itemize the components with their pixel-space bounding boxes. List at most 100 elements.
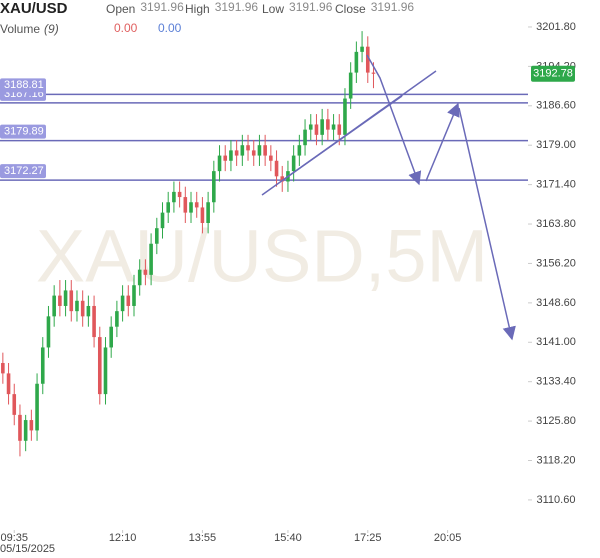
- candle-body: [46, 316, 51, 348]
- y-tick-label: 3125.80: [536, 415, 576, 427]
- candle-body: [58, 295, 62, 306]
- candle-body: [326, 119, 330, 130]
- candle-body: [371, 72, 376, 74]
- candle-body: [97, 337, 102, 395]
- level-label-box: [0, 78, 46, 93]
- candle-body: [103, 347, 108, 395]
- candle-body: [263, 145, 267, 156]
- candle-body: [194, 202, 199, 208]
- candle-body: [200, 207, 205, 223]
- candle-body: [251, 150, 256, 156]
- candle-body: [360, 46, 364, 52]
- header-value: 3191.96: [289, 0, 333, 14]
- candle-body: [160, 212, 165, 229]
- candle-body: [291, 155, 296, 172]
- level-label-box: [0, 164, 46, 179]
- candle-body: [120, 295, 125, 312]
- candle-body: [331, 124, 336, 130]
- trend-line: [282, 95, 403, 181]
- candle-body: [269, 155, 273, 161]
- candle-body: [155, 228, 159, 244]
- candle-body: [23, 420, 28, 441]
- volume-label: Volume: [0, 22, 40, 36]
- candle-body: [240, 145, 245, 156]
- candle-body: [75, 300, 79, 312]
- arrow: [458, 107, 516, 341]
- header-label: High: [185, 2, 210, 16]
- candle-body: [69, 290, 74, 312]
- candle-body: [337, 124, 342, 135]
- volume-value: 0.00: [158, 21, 182, 35]
- candle-body: [12, 394, 17, 415]
- arrow: [425, 102, 460, 182]
- arrow: [366, 54, 422, 186]
- x-tick-label: 12:10: [109, 532, 137, 544]
- level-label: 3172.27: [4, 165, 44, 177]
- level-label: 3179.89: [4, 125, 44, 137]
- candle-body: [280, 176, 285, 182]
- candle-body: [246, 145, 250, 151]
- candle-body: [212, 171, 216, 203]
- watermark: XAU/USD,5M: [36, 215, 488, 298]
- x-tick-label: 09:35: [0, 532, 28, 544]
- candle-body: [223, 155, 228, 161]
- header-label: Low: [262, 2, 284, 16]
- date-label: 05/15/2025: [0, 543, 55, 555]
- y-tick-label: 3201.80: [536, 21, 576, 33]
- candle-body: [40, 347, 45, 384]
- level-label-box: [0, 124, 46, 139]
- candle-body: [177, 191, 182, 198]
- candle-body: [1, 363, 5, 374]
- header-value: 3191.96: [371, 0, 415, 14]
- y-tick-label: 3141.00: [536, 336, 576, 348]
- symbol: XAU/USD: [0, 0, 68, 17]
- drawings: [261, 54, 516, 341]
- candle-body: [63, 290, 68, 306]
- y-tick-label: 3179.00: [536, 139, 576, 151]
- level-label: 3188.81: [4, 79, 44, 91]
- header-label: Close: [335, 2, 366, 16]
- candle-body: [115, 311, 119, 327]
- y-tick-label: 3163.80: [536, 218, 576, 230]
- candle-body: [343, 98, 347, 135]
- x-tick-label: 20:05: [434, 532, 462, 544]
- x-tick-label: 15:40: [274, 532, 302, 544]
- volume-value: 0.00: [114, 21, 138, 35]
- candle-body: [18, 414, 22, 441]
- candle-body: [257, 145, 262, 156]
- candle-body: [189, 202, 193, 213]
- candle-body: [52, 295, 56, 317]
- candle-body: [297, 145, 302, 156]
- candle-body: [314, 124, 319, 135]
- y-tick-label: 3148.60: [536, 297, 576, 309]
- candle-body: [354, 51, 359, 73]
- candle-body: [86, 305, 91, 317]
- y-tick-label: 3171.40: [536, 179, 576, 191]
- volume-param: (9): [44, 22, 59, 36]
- candle-body: [143, 269, 148, 275]
- header-value: 3191.96: [140, 0, 184, 14]
- header-value: 3191.96: [215, 0, 259, 14]
- candle-body: [80, 300, 85, 317]
- header-label: Open: [106, 2, 135, 16]
- last-price-box: [531, 65, 575, 82]
- candle-body: [274, 160, 279, 177]
- candle-body: [137, 269, 142, 286]
- candle-body: [303, 129, 307, 146]
- candle-body: [217, 155, 222, 172]
- candle-body: [132, 285, 136, 306]
- candle-body: [109, 326, 113, 348]
- candle-body: [183, 197, 188, 213]
- candle-body: [92, 305, 96, 338]
- x-tick-label: 13:55: [189, 532, 217, 544]
- y-tick-label: 3110.60: [537, 494, 576, 506]
- x-tick-label: 17:25: [354, 532, 382, 544]
- candle-body: [365, 46, 370, 73]
- y-tick-label: 3118.20: [537, 454, 576, 466]
- candle-body: [308, 124, 313, 130]
- candle-body: [348, 72, 353, 99]
- y-tick-label: 3186.60: [536, 100, 576, 112]
- candle-body: [166, 202, 171, 213]
- last-price-label: 3192.78: [533, 68, 573, 80]
